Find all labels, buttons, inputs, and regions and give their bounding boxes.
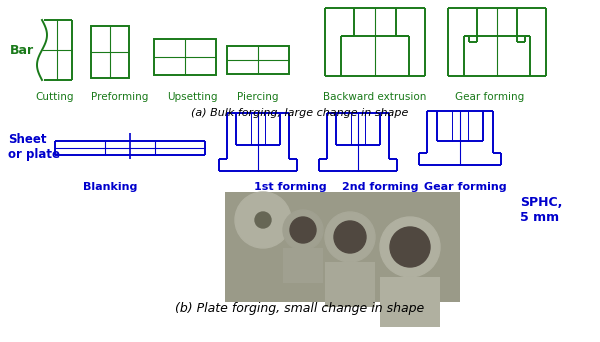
Text: 2nd forming: 2nd forming [342,182,418,192]
Text: Sheet
or plate: Sheet or plate [8,133,60,161]
Text: Gear forming: Gear forming [424,182,506,192]
Circle shape [235,192,291,248]
Circle shape [290,217,316,243]
Circle shape [334,221,366,253]
Polygon shape [225,192,460,302]
Text: Backward extrusion: Backward extrusion [323,92,427,102]
Circle shape [283,210,323,250]
Text: Blanking: Blanking [83,182,137,192]
Text: (b) Plate forging, small change in shape: (b) Plate forging, small change in shape [175,302,425,315]
Text: Gear forming: Gear forming [455,92,524,102]
Text: Upsetting: Upsetting [167,92,217,102]
Text: Bar: Bar [10,43,34,56]
Bar [227,46,289,74]
Text: SPHC,
5 mm: SPHC, 5 mm [520,196,562,224]
Bar [154,39,216,75]
Circle shape [380,217,440,277]
Text: Preforming: Preforming [91,92,149,102]
Circle shape [255,212,271,228]
Bar [325,262,375,307]
Text: 1st forming: 1st forming [254,182,326,192]
Bar [91,26,129,78]
Circle shape [325,212,375,262]
Bar [380,277,440,327]
Bar [283,248,323,283]
Circle shape [390,227,430,267]
Text: (a) Bulk forging, large change in shape: (a) Bulk forging, large change in shape [191,108,409,118]
Text: Cutting: Cutting [36,92,74,102]
Bar [225,192,460,302]
Text: Piercing: Piercing [237,92,279,102]
